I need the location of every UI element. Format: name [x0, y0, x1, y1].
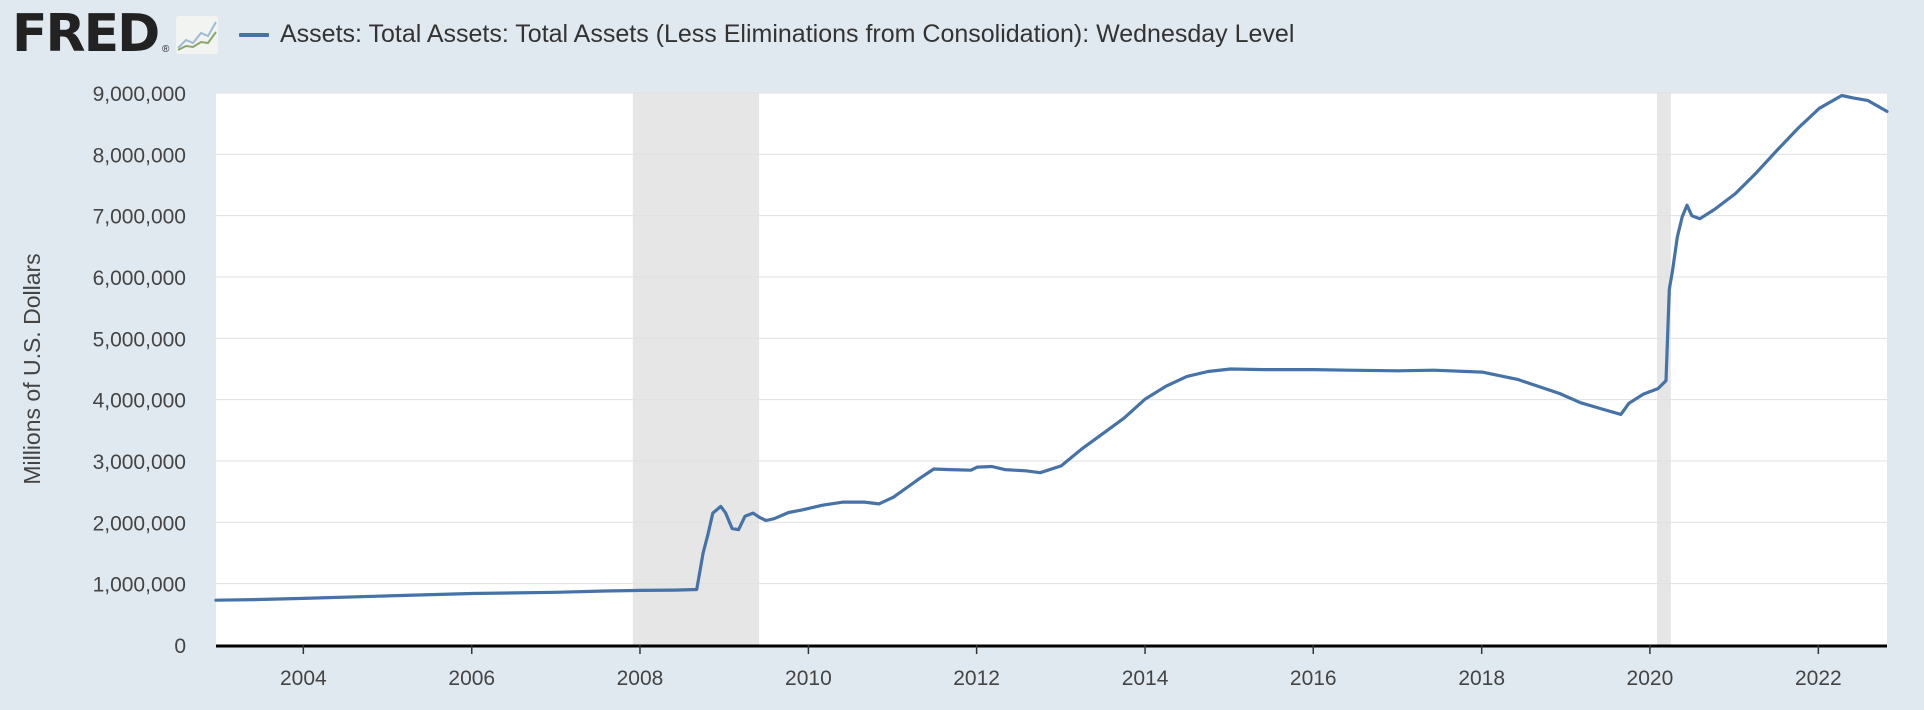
y-tick-label: 4,000,000	[93, 390, 186, 413]
x-axis-ticks: 2004 2006 2008 2010 2012 2014 2016 2018 2020 2022	[280, 645, 1842, 690]
y-tick-label: 9,000,000	[93, 83, 186, 106]
y-tick-label: 6,000,000	[93, 267, 186, 290]
chart-header: FRED ® Assets: Total Assets: Total Asset…	[0, 0, 1924, 80]
gridlines	[216, 92, 1887, 585]
x-tick-label: 2016	[1290, 667, 1337, 690]
x-tick-label: 2006	[448, 667, 495, 690]
y-tick-label: 8,000,000	[93, 144, 186, 167]
registered-mark: ®	[162, 44, 170, 55]
x-tick-label: 2014	[1122, 667, 1169, 690]
line-graph-icon	[176, 16, 218, 54]
y-tick-label: 0	[174, 635, 186, 658]
plot-area	[216, 93, 1887, 645]
x-tick-label: 2020	[1627, 667, 1674, 690]
y-tick-label: 7,000,000	[93, 206, 186, 229]
legend-series-label[interactable]: Assets: Total Assets: Total Assets (Less…	[280, 20, 1295, 48]
x-tick-label: 2004	[280, 667, 327, 690]
y-tick-label: 2,000,000	[93, 512, 186, 535]
series-layer	[214, 93, 1889, 602]
y-axis-ticks: 0 1,000,000 2,000,000 3,000,000 4,000,000 5,0…	[93, 83, 186, 658]
y-axis-label: Millions of U.S. Dollars	[19, 253, 45, 484]
fred-logo[interactable]: FRED	[12, 4, 160, 64]
recession-band	[1657, 93, 1671, 645]
series-line	[214, 93, 1889, 602]
recession-band	[632, 93, 760, 645]
x-tick-label: 2022	[1795, 667, 1842, 690]
x-tick-label: 2018	[1458, 667, 1505, 690]
y-tick-label: 5,000,000	[93, 328, 186, 351]
legend-swatch	[239, 33, 269, 37]
recession-bands	[632, 93, 1671, 645]
x-tick-label: 2012	[953, 667, 1000, 690]
x-tick-label: 2010	[785, 667, 832, 690]
y-tick-label: 3,000,000	[93, 451, 186, 474]
x-tick-label: 2008	[617, 667, 664, 690]
y-tick-label: 1,000,000	[93, 574, 186, 597]
